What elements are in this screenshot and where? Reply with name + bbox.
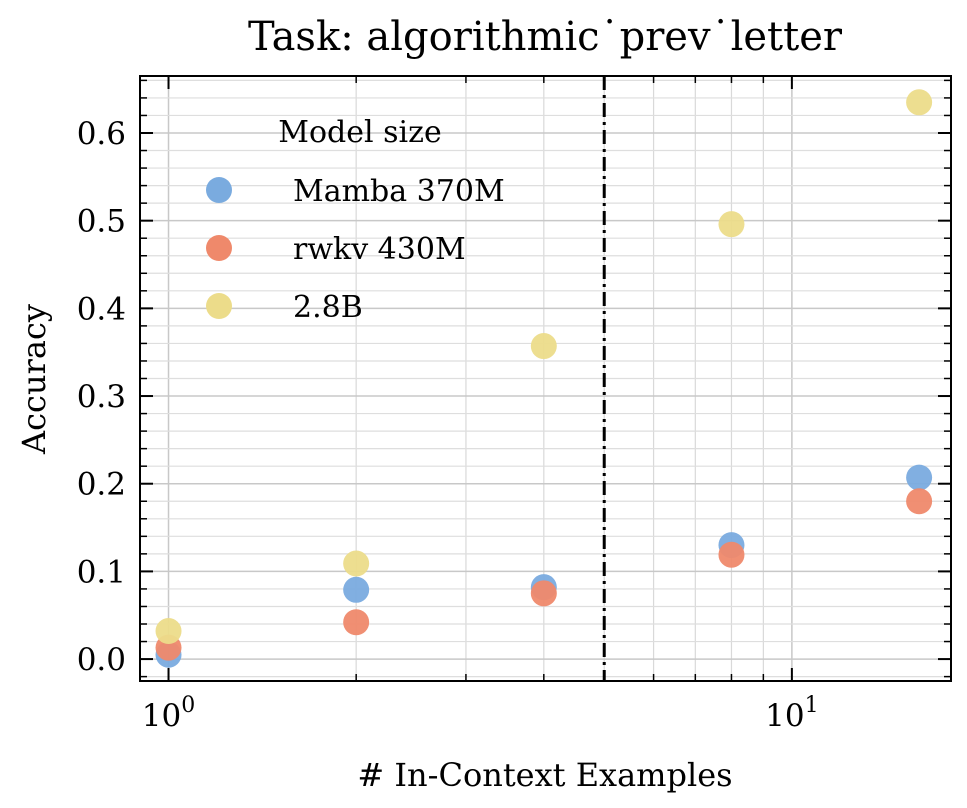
legend-marker	[206, 293, 232, 319]
x-axis-label: # In-Context Examples	[357, 756, 732, 794]
legend-label: Mamba 370M	[293, 174, 505, 209]
y-tick-label: 0.1	[77, 554, 126, 590]
axis-ticks	[140, 76, 951, 681]
legend-marker	[206, 235, 232, 261]
data-point	[718, 541, 745, 568]
tick-labels: 100 101 0.0 0.1 0.2 0.3 0.4 0.5 0.6	[77, 116, 819, 734]
y-tick-label: 0.5	[77, 204, 126, 240]
data-points	[155, 89, 933, 668]
chart-title: Task: algorithmic˙prev˙letter	[248, 14, 843, 60]
data-point	[343, 550, 370, 577]
data-point	[718, 211, 745, 238]
legend-marker	[206, 177, 232, 203]
data-point	[906, 464, 933, 491]
grid	[140, 76, 951, 681]
x-tick-label: 100	[142, 693, 195, 734]
legend: Model size Mamba 370M rwkv 430M 2.8B	[206, 115, 505, 325]
y-tick-label: 0.3	[77, 379, 126, 415]
y-tick-label: 0.6	[77, 116, 126, 152]
legend-label: 2.8B	[293, 290, 363, 325]
data-point	[343, 609, 370, 636]
y-tick-label: 0.4	[77, 291, 126, 327]
data-point	[343, 576, 370, 603]
legend-items: Mamba 370M rwkv 430M 2.8B	[206, 174, 505, 325]
y-tick-label: 0.2	[77, 467, 126, 503]
legend-title: Model size	[278, 115, 441, 150]
x-tick-label: 101	[765, 693, 818, 734]
legend-label: rwkv 430M	[293, 232, 466, 267]
data-point	[530, 580, 557, 607]
data-point	[155, 618, 182, 645]
data-point	[530, 333, 557, 360]
y-axis-label: Accuracy	[15, 304, 53, 455]
data-point	[906, 488, 933, 515]
data-point	[906, 89, 933, 116]
y-tick-label: 0.0	[77, 642, 126, 678]
